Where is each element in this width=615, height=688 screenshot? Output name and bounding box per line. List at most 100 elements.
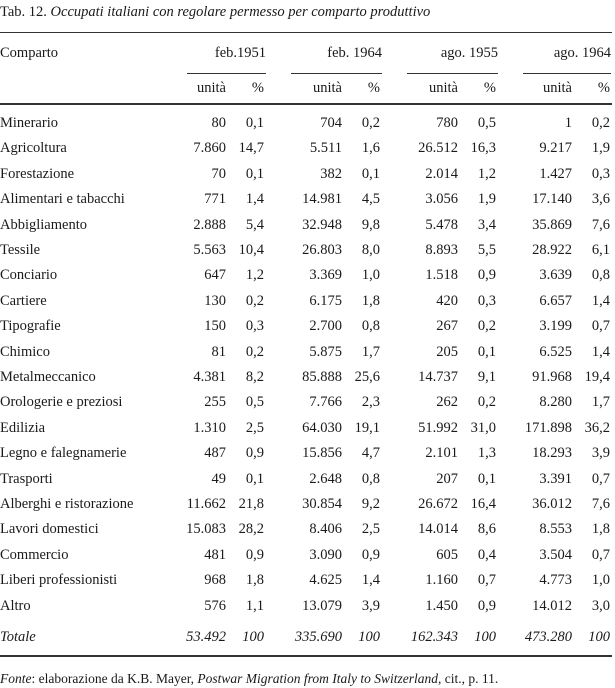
row-label: Orologerie e preziosi [0, 394, 123, 411]
table-cell: 6.175 [309, 292, 342, 309]
table-cell: 81 [211, 343, 227, 360]
table-cell: 26.512 [418, 140, 458, 157]
table-cell: 7,6 [591, 216, 610, 233]
subheader-pct: % [367, 80, 380, 96]
table-cell: 4.381 [193, 369, 226, 385]
subheader-pct: % [597, 80, 610, 96]
row-label: Cartiere [0, 292, 47, 309]
table-cell: 8.406 [309, 521, 342, 538]
table-cell: 0,3 [591, 165, 610, 182]
row-label: Legno e falegnamerie [0, 445, 127, 462]
table-cell: 0,1 [477, 343, 496, 360]
table-cell: 382 [320, 165, 342, 182]
table-cell: 3.391 [539, 470, 572, 487]
table-cell: 1.450 [425, 597, 458, 614]
row-label: Liberi professionisti [0, 572, 118, 589]
total-cell: 100 [588, 629, 610, 645]
table-cell: 0,9 [477, 597, 496, 614]
table-cell: 26.803 [302, 242, 342, 258]
table-cell: 255 [204, 394, 226, 411]
table-cell: 780 [436, 115, 458, 131]
total-cell: 53.492 [186, 629, 226, 645]
table-cell: 605 [436, 546, 458, 563]
table-cell: 2,5 [245, 419, 264, 436]
row-label: Alimentari e tabacchi [0, 191, 125, 208]
column-group-header: feb. 1964 [327, 45, 382, 61]
row-label: Chimico [0, 343, 50, 360]
table-cell: 0,1 [245, 470, 264, 487]
table-cell: 3,0 [591, 597, 610, 614]
table-cell: 9.217 [539, 140, 572, 157]
table-cell: 11.662 [186, 496, 226, 512]
table-cell: 771 [204, 191, 226, 208]
table-cell: 0,3 [477, 292, 496, 309]
table-cell: 14,7 [238, 140, 264, 157]
table-cell: 1 [564, 115, 572, 131]
table-cell: 3.369 [309, 267, 342, 284]
table-caption: Occupati italiani con regolare permesso … [50, 4, 431, 20]
table-cell: 2.888 [193, 216, 226, 233]
table-cell: 0,5 [245, 394, 264, 411]
table-cell: 21,8 [238, 496, 264, 512]
table-cell: 3.056 [425, 191, 458, 208]
table-cell: 80 [211, 115, 227, 131]
row-label: Altro [0, 597, 31, 614]
table-cell: 1.427 [539, 165, 572, 182]
table-cell: 171.898 [524, 419, 572, 436]
table-cell: 16,4 [470, 496, 496, 512]
table-cell: 2.101 [425, 445, 458, 462]
table-cell: 19,4 [584, 369, 610, 385]
table-cell: 0,8 [361, 470, 380, 487]
table-cell: 0,7 [591, 318, 610, 335]
total-cell: 162.343 [410, 629, 458, 645]
table-cell: 3.199 [539, 318, 572, 335]
table-cell: 0,7 [591, 546, 610, 563]
table-cell: 968 [204, 572, 226, 589]
row-label: Conciario [0, 267, 58, 284]
table-cell: 91.968 [532, 369, 572, 385]
row-label: Commercio [0, 546, 69, 563]
total-cell: 100 [242, 629, 264, 645]
table-cell: 9,2 [361, 496, 380, 512]
table-cell: 1,8 [361, 292, 380, 309]
table-cell: 0,8 [361, 318, 380, 335]
table-cell: 9,8 [361, 216, 380, 233]
table-cell: 25,6 [354, 369, 380, 385]
table-cell: 8.553 [539, 521, 572, 538]
table-cell: 13.079 [302, 597, 342, 614]
total-cell: 100 [358, 629, 380, 645]
source-text: : elaborazione da K.B. Mayer, [31, 671, 198, 686]
table-cell: 1.518 [425, 267, 458, 284]
row-label: Agricoltura [0, 140, 67, 157]
table-cell: 14.737 [418, 369, 458, 385]
table-cell: 0,1 [361, 165, 380, 182]
table-cell: 3.090 [309, 546, 342, 563]
table-cell: 7.860 [193, 140, 226, 157]
column-header-comparto: Comparto [0, 45, 58, 61]
table-cell: 0,9 [477, 267, 496, 284]
table-cell: 32.948 [302, 216, 342, 233]
table-cell: 15.856 [302, 445, 342, 462]
table-cell: 19,1 [354, 419, 380, 436]
table-cell: 64.030 [302, 419, 342, 436]
subheader-units: unità [197, 80, 226, 96]
source-tail: , cit., p. 11. [438, 671, 499, 686]
table-cell: 5,5 [477, 242, 496, 258]
table-cell: 30.854 [302, 496, 342, 512]
table-cell: 16,3 [470, 140, 496, 157]
table-cell: 1,2 [245, 267, 264, 284]
table-cell: 0,4 [477, 546, 496, 563]
row-label: Tessile [0, 242, 41, 258]
table-cell: 28,2 [238, 521, 264, 538]
table-cell: 8.893 [425, 242, 458, 258]
table-cell: 28.922 [532, 242, 572, 258]
top-rule [0, 32, 612, 33]
table-cell: 18.293 [532, 445, 572, 462]
table-cell: 576 [204, 597, 226, 614]
table-cell: 10,4 [238, 242, 264, 258]
table-cell: 0,2 [361, 115, 380, 131]
column-group-rule [407, 73, 498, 74]
row-label: Forestazione [0, 165, 75, 182]
table-cell: 1,2 [477, 165, 496, 182]
table-cell: 704 [320, 115, 342, 131]
